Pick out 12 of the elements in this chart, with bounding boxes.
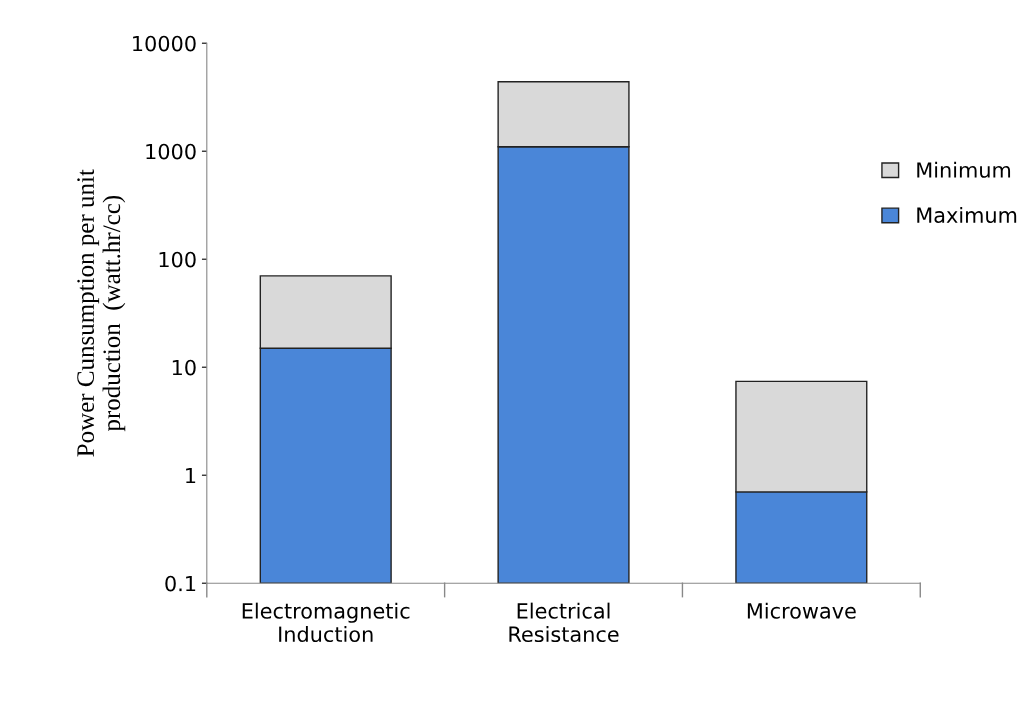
- y-tick-label: 100: [159, 251, 196, 268]
- y-tick-label: 10000: [133, 35, 196, 52]
- y-tick-label: 1: [186, 467, 196, 484]
- y-tick-label: 1000: [146, 143, 196, 160]
- legend-label: Minimum: [917, 161, 1011, 178]
- y-axis-title: Power Cunsumption per unit production (watt.hr/cc): [77, 169, 126, 457]
- x-tick-label: Microwave: [747, 602, 856, 619]
- y-tick-label: 10: [172, 359, 196, 376]
- x-tick-label: Electromagnetic Induction: [242, 602, 410, 643]
- x-tick-label: Electrical Resistance: [509, 602, 619, 643]
- legend-label: Maximum: [917, 206, 1017, 224]
- y-tick-label: 0.1: [165, 575, 196, 592]
